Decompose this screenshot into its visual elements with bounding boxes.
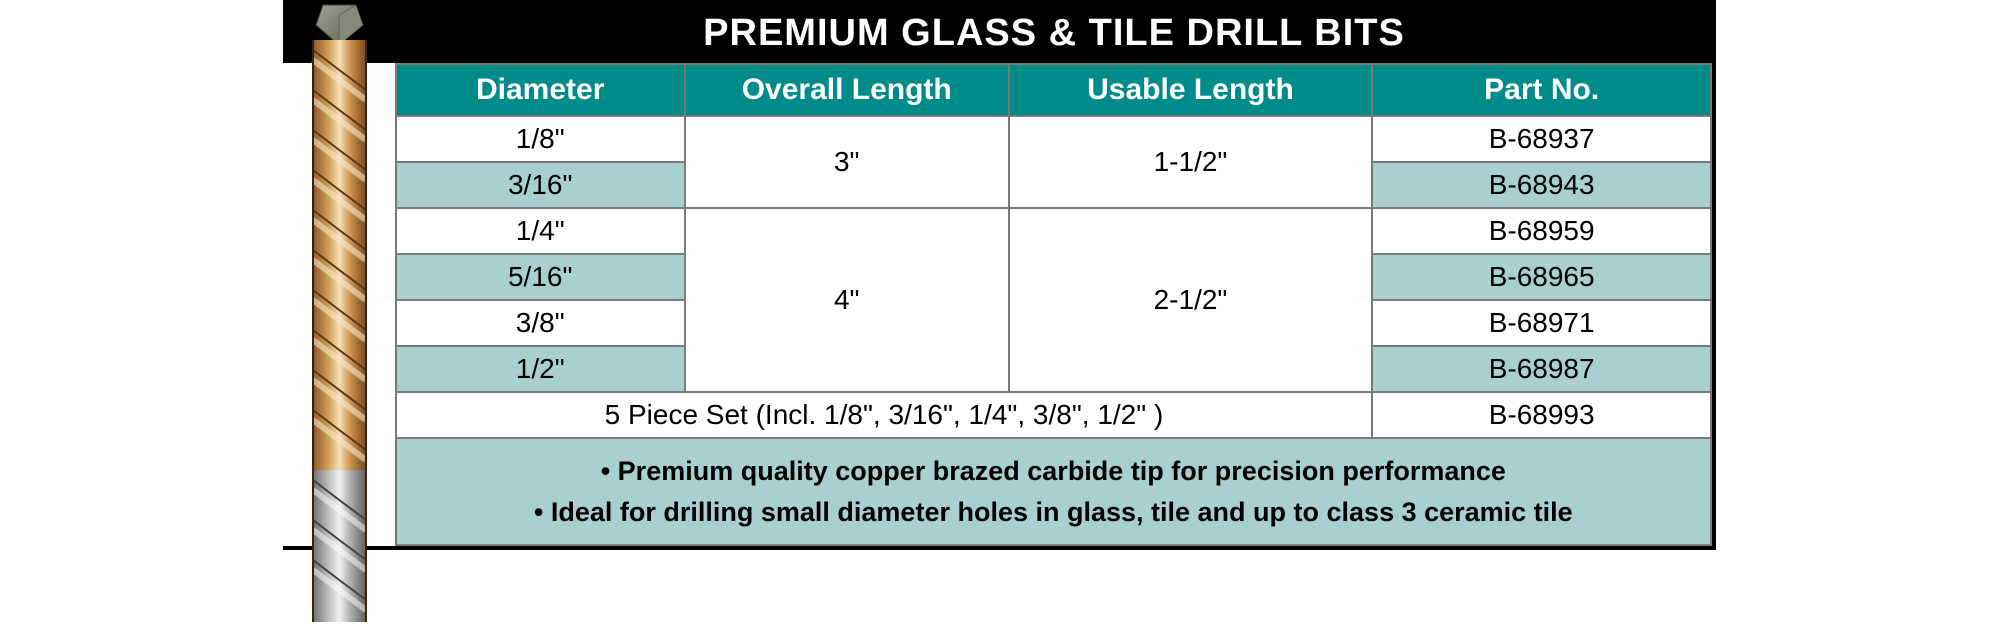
spec-table: Diameter Overall Length Usable Length Pa… (283, 63, 1712, 546)
product-spec-panel: PREMIUM GLASS & TILE DRILL BITS Diameter… (283, 0, 1716, 550)
cell-set-description: 5 Piece Set (Incl. 1/8", 3/16", 1/4", 3/… (396, 392, 1373, 438)
header-part-no: Part No. (1372, 64, 1711, 116)
panel-title: PREMIUM GLASS & TILE DRILL BITS (283, 4, 1712, 63)
cell-diameter: 5/16" (396, 254, 685, 300)
footer-notes: • Premium quality copper brazed carbide … (396, 438, 1711, 545)
cell-part-no: B-68965 (1372, 254, 1711, 300)
footer-line-1: • Premium quality copper brazed carbide … (417, 451, 1690, 492)
cell-part-no: B-68993 (1372, 392, 1711, 438)
footer-row: • Premium quality copper brazed carbide … (283, 438, 1711, 545)
set-row: 5 Piece Set (Incl. 1/8", 3/16", 1/4", 3/… (283, 392, 1711, 438)
cell-diameter: 1/4" (396, 208, 685, 254)
cell-diameter: 1/8" (396, 116, 685, 162)
table-row: 1/4"4"2-1/2"B-68959 (283, 208, 1711, 254)
header-usable-length: Usable Length (1009, 64, 1373, 116)
footer-line-2: • Ideal for drilling small diameter hole… (417, 492, 1690, 533)
cell-part-no: B-68987 (1372, 346, 1711, 392)
header-diameter: Diameter (396, 64, 685, 116)
table-header-row: Diameter Overall Length Usable Length Pa… (283, 64, 1711, 116)
cell-usable-length: 2-1/2" (1009, 208, 1373, 392)
cell-usable-length: 1-1/2" (1009, 116, 1373, 208)
cell-part-no: B-68943 (1372, 162, 1711, 208)
table-row: 1/8"3"1-1/2"B-68937 (283, 116, 1711, 162)
cell-diameter: 3/16" (396, 162, 685, 208)
cell-overall-length: 3" (685, 116, 1009, 208)
cell-diameter: 1/2" (396, 346, 685, 392)
header-overall-length: Overall Length (685, 64, 1009, 116)
cell-overall-length: 4" (685, 208, 1009, 392)
drill-bit-image (283, 0, 396, 622)
cell-part-no: B-68959 (1372, 208, 1711, 254)
cell-part-no: B-68971 (1372, 300, 1711, 346)
cell-diameter: 3/8" (396, 300, 685, 346)
cell-part-no: B-68937 (1372, 116, 1711, 162)
